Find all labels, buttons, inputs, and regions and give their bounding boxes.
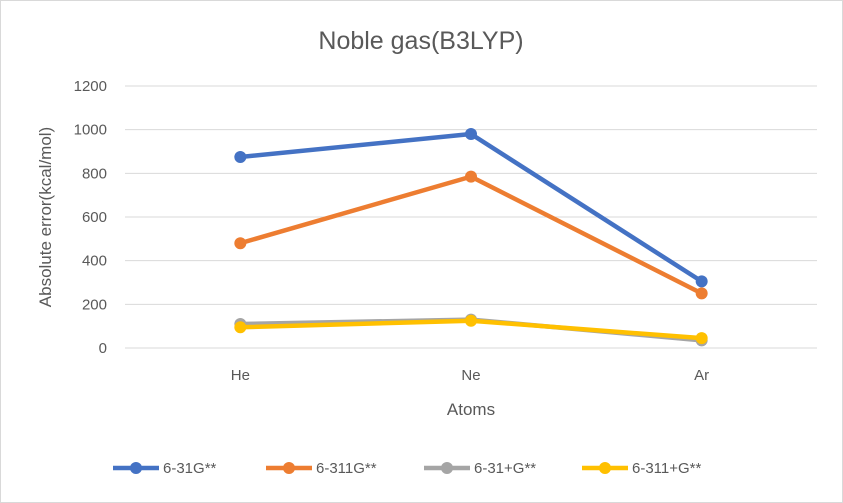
series xyxy=(234,170,708,300)
data-point xyxy=(465,314,477,327)
series xyxy=(234,314,708,345)
legend-label: 6-311+G** xyxy=(632,460,702,477)
y-tick-label: 0 xyxy=(99,340,107,357)
data-point xyxy=(234,321,247,334)
y-tick-label: 200 xyxy=(82,296,107,313)
gridlines xyxy=(125,85,817,349)
legend-swatch-marker xyxy=(599,462,611,474)
legend-swatch-marker xyxy=(441,462,453,474)
x-tick-label: Ne xyxy=(461,367,480,384)
data-point xyxy=(695,287,708,300)
data-point xyxy=(695,275,708,288)
legend-label: 6-311G** xyxy=(316,460,377,477)
legend-label: 6-31G** xyxy=(163,460,217,477)
legend-item: 6-311+G** xyxy=(582,460,702,477)
legend: 6-31G** 6-311G** 6-31+G** 6-311+G** xyxy=(113,460,702,477)
y-tick-label: 400 xyxy=(82,253,107,270)
chart-title: Noble gas(B3LYP) xyxy=(318,27,523,55)
series-lines xyxy=(234,128,708,347)
x-axis-ticks: He Ne Ar xyxy=(231,367,709,384)
x-tick-label: Ar xyxy=(694,367,709,384)
y-tick-label: 1000 xyxy=(74,122,107,139)
data-point xyxy=(234,150,247,163)
x-tick-label: He xyxy=(231,367,250,384)
series xyxy=(234,128,708,288)
y-axis-ticks: 0 200 400 600 800 1000 1200 xyxy=(74,78,107,357)
data-point xyxy=(465,128,477,141)
data-point xyxy=(465,170,477,183)
y-axis-title: Absolute error(kcal/mol) xyxy=(36,127,55,307)
y-tick-label: 600 xyxy=(82,209,107,226)
legend-label: 6-31+G** xyxy=(474,460,536,477)
data-point xyxy=(695,332,708,345)
legend-item: 6-311G** xyxy=(266,460,377,477)
legend-swatch-marker xyxy=(130,462,142,474)
legend-item: 6-31G** xyxy=(113,460,217,477)
legend-item: 6-31+G** xyxy=(424,460,536,477)
y-tick-label: 1200 xyxy=(74,78,107,95)
legend-swatch-marker xyxy=(283,462,295,474)
y-tick-label: 800 xyxy=(82,165,107,182)
x-axis-title: Atoms xyxy=(447,400,495,419)
data-point xyxy=(234,237,247,250)
